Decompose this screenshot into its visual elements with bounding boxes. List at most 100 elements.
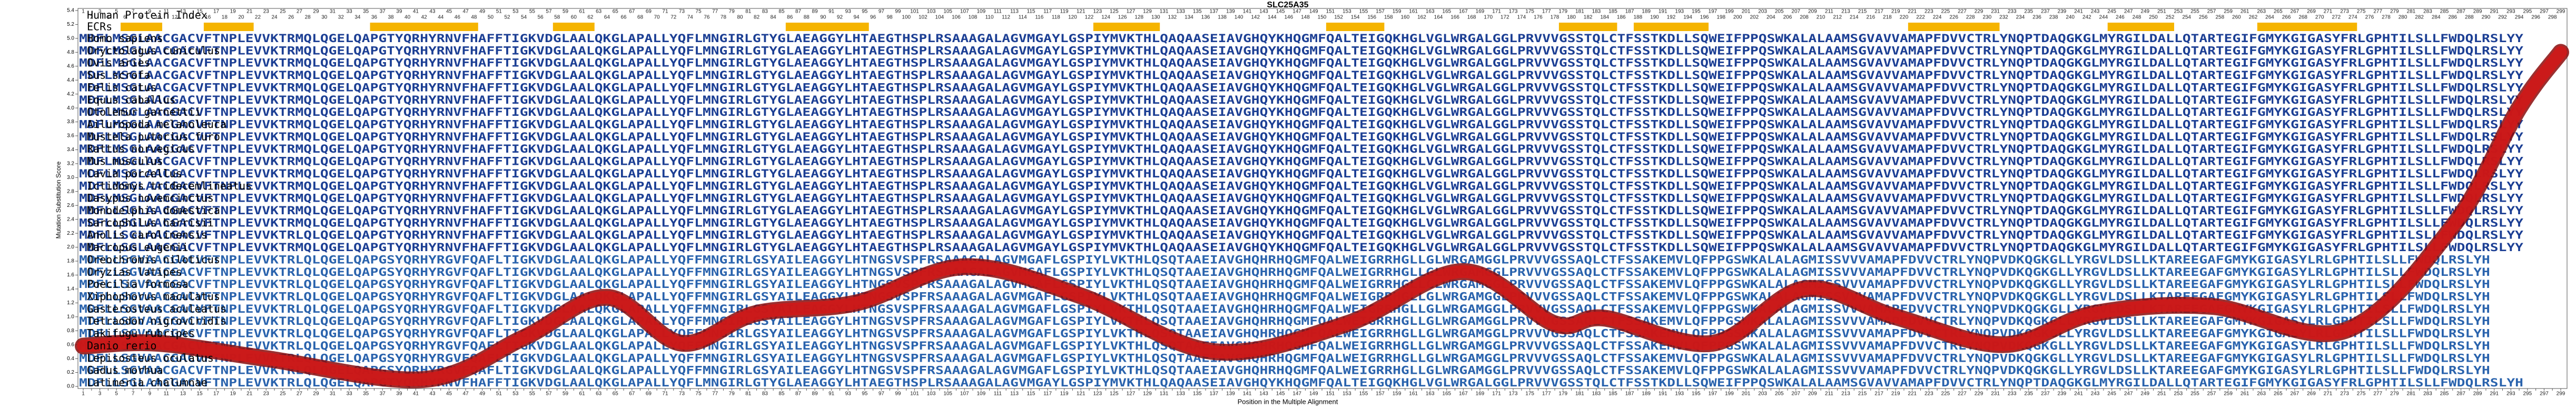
y-tick-label: 0.0 bbox=[67, 384, 74, 390]
x-tick-label: 21 bbox=[246, 391, 253, 397]
x-tick-label: 15 bbox=[196, 391, 203, 397]
sequence: MDFLMSGLAACGACVFTNPLEVVKTRMQLQGELQAPGTYQ… bbox=[79, 131, 2523, 143]
x-tick-label: 259 bbox=[2224, 391, 2233, 397]
x-tick-label: 75 bbox=[696, 391, 702, 397]
top-index-label: 55 bbox=[529, 9, 536, 15]
x-tick-label: 17 bbox=[213, 391, 220, 397]
x-tick-label: 203 bbox=[1758, 391, 1767, 397]
top-index-label: 203 bbox=[1758, 9, 1767, 15]
sequence: MDFLLSGVAACGACVFTNPLEVVKTRLQLQGELQAPGSYQ… bbox=[79, 291, 2490, 303]
top-index-label: 288 bbox=[2465, 15, 2474, 21]
top-index-label: 281 bbox=[2407, 9, 2416, 15]
top-index-label: 94 bbox=[853, 15, 860, 21]
top-index-label: 215 bbox=[1858, 9, 1867, 15]
top-index-label: 17 bbox=[213, 9, 220, 15]
x-tick-label: 151 bbox=[1326, 391, 1335, 397]
sequence: MDFLLSGVAACGACVFTNPLEVVKTRLQLQGELQAPGSYQ… bbox=[79, 266, 2490, 278]
top-index-label: 43 bbox=[429, 9, 436, 15]
top-index-label: 235 bbox=[2024, 9, 2033, 15]
top-index-label: 42 bbox=[421, 15, 428, 21]
top-index-label: 145 bbox=[1276, 9, 1285, 15]
x-tick-label: 231 bbox=[1991, 391, 2000, 397]
top-index-label: 164 bbox=[1434, 15, 1443, 21]
top-index-label: 121 bbox=[1077, 9, 1085, 15]
top-index-label: 57 bbox=[546, 9, 552, 15]
sequence: MDFLLSGLAACGACVFTNPLEVVKTRLQLQGELQAPGTYQ… bbox=[79, 229, 2523, 242]
species-label: Monodelphis domestica bbox=[87, 204, 220, 217]
top-index-label: 159 bbox=[1393, 9, 1401, 15]
y-tick-label: 5.4 bbox=[67, 8, 74, 14]
x-tick-label: 45 bbox=[446, 391, 452, 397]
top-index-label: 91 bbox=[828, 9, 835, 15]
top-index-label: 201 bbox=[1742, 9, 1751, 15]
ecr-bar bbox=[121, 23, 162, 31]
x-tick-label: 265 bbox=[2274, 391, 2283, 397]
x-tick-label: 117 bbox=[1043, 391, 1052, 397]
x-tick-label: 183 bbox=[1592, 391, 1601, 397]
top-index-label: 36 bbox=[371, 15, 378, 21]
top-index-label: 184 bbox=[1600, 15, 1609, 21]
top-index-label: 18 bbox=[222, 15, 228, 21]
top-index-label: 243 bbox=[2091, 9, 2100, 15]
top-index-label: 204 bbox=[1766, 15, 1775, 21]
top-index-label: 78 bbox=[721, 15, 727, 21]
species-label: Otolemur garnettii bbox=[87, 106, 201, 118]
top-index-label: 271 bbox=[2324, 9, 2333, 15]
top-index-label: 183 bbox=[1592, 9, 1601, 15]
top-index-label: 210 bbox=[1817, 15, 1825, 21]
top-index-label: 212 bbox=[1833, 15, 1842, 21]
top-index-label: 190 bbox=[1650, 15, 1659, 21]
top-index-label: 90 bbox=[820, 15, 826, 21]
x-tick-label: 165 bbox=[1442, 391, 1451, 397]
y-tick-label: 3.8 bbox=[67, 119, 74, 125]
top-index-label: 162 bbox=[1417, 15, 1426, 21]
top-index-label: 172 bbox=[1501, 15, 1509, 21]
x-tick-label: 171 bbox=[1492, 391, 1501, 397]
top-index-label: 21 bbox=[246, 9, 253, 15]
plot-frame bbox=[77, 8, 2568, 389]
x-tick-label: 77 bbox=[712, 391, 718, 397]
top-index-label: 99 bbox=[895, 9, 901, 15]
top-index-label: 236 bbox=[2032, 15, 2041, 21]
top-index-label: 237 bbox=[2041, 9, 2050, 15]
top-index-label: 80 bbox=[737, 15, 743, 21]
x-tick-label: 67 bbox=[629, 391, 635, 397]
x-tick-label: 35 bbox=[363, 391, 369, 397]
sequence: MDFLLSGLAACGACVFTNPLEVVKTRMQLQGELQAPGTYQ… bbox=[79, 204, 2523, 217]
species-label: Xiphophorus maculatus bbox=[87, 290, 220, 303]
top-index-label: 46 bbox=[455, 15, 461, 21]
top-index-label: 132 bbox=[1168, 15, 1177, 21]
top-index-label: 130 bbox=[1151, 15, 1160, 21]
top-index-label: 198 bbox=[1716, 15, 1725, 21]
y-tick-label: 1.2 bbox=[67, 300, 74, 306]
top-index-label: 30 bbox=[321, 15, 328, 21]
y-tick-label: 4.6 bbox=[67, 63, 74, 69]
x-tick-label: 187 bbox=[1625, 391, 1634, 397]
species-label: Gasterosteus aculeatus bbox=[87, 302, 226, 315]
x-tick-label: 235 bbox=[2024, 391, 2033, 397]
sequence: MDFLMSGLAACGACVFTNPLEVVKTRMQLQGELQAPGTYQ… bbox=[79, 94, 2523, 106]
top-index-label: 149 bbox=[1309, 9, 1318, 15]
x-tick-label: 99 bbox=[895, 391, 901, 397]
species-label: Cavia porcellus bbox=[87, 167, 182, 180]
x-tick-label: 245 bbox=[2107, 391, 2116, 397]
x-tick-label: 167 bbox=[1459, 391, 1468, 397]
top-index-label: 127 bbox=[1127, 9, 1136, 15]
top-index-label: 72 bbox=[670, 15, 677, 21]
top-index-label: 97 bbox=[879, 9, 885, 15]
top-index-label: 244 bbox=[2099, 15, 2108, 21]
x-tick-label: 293 bbox=[2506, 391, 2515, 397]
sequence: MDFLMSGLAACGACVFTNPLEVVKTRMQLQGELQAPGTYQ… bbox=[79, 69, 2523, 82]
top-index-label: 140 bbox=[1235, 15, 1243, 21]
top-index-label: 104 bbox=[935, 15, 944, 21]
species-label: Macropus eugenii bbox=[87, 241, 189, 254]
top-index-label: 163 bbox=[1426, 9, 1435, 15]
top-index-label: 206 bbox=[1783, 15, 1792, 21]
sequence: MDFLMSGLAACGACVFTNPLEVVKTRMQLQGELQAPGTYQ… bbox=[79, 118, 2523, 131]
top-index-label: 270 bbox=[2315, 15, 2324, 21]
species-label: Latimeria chalumnae bbox=[87, 376, 208, 389]
top-index-label: 70 bbox=[654, 15, 660, 21]
top-index-label: 8 bbox=[140, 15, 143, 21]
top-index-label: 220 bbox=[1900, 15, 1909, 21]
